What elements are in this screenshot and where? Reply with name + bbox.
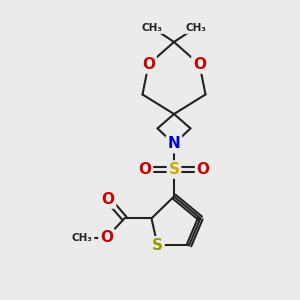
Text: O: O — [193, 57, 206, 72]
Text: CH₃: CH₃ — [185, 22, 206, 33]
Text: CH₃: CH₃ — [72, 232, 93, 243]
Text: O: O — [101, 192, 115, 207]
Text: S: S — [152, 238, 163, 253]
Text: O: O — [100, 230, 113, 245]
Text: N: N — [168, 136, 180, 152]
Text: S: S — [169, 162, 179, 177]
Text: O: O — [196, 162, 210, 177]
Text: O: O — [142, 57, 155, 72]
Text: O: O — [138, 162, 152, 177]
Text: CH₃: CH₃ — [142, 22, 163, 33]
